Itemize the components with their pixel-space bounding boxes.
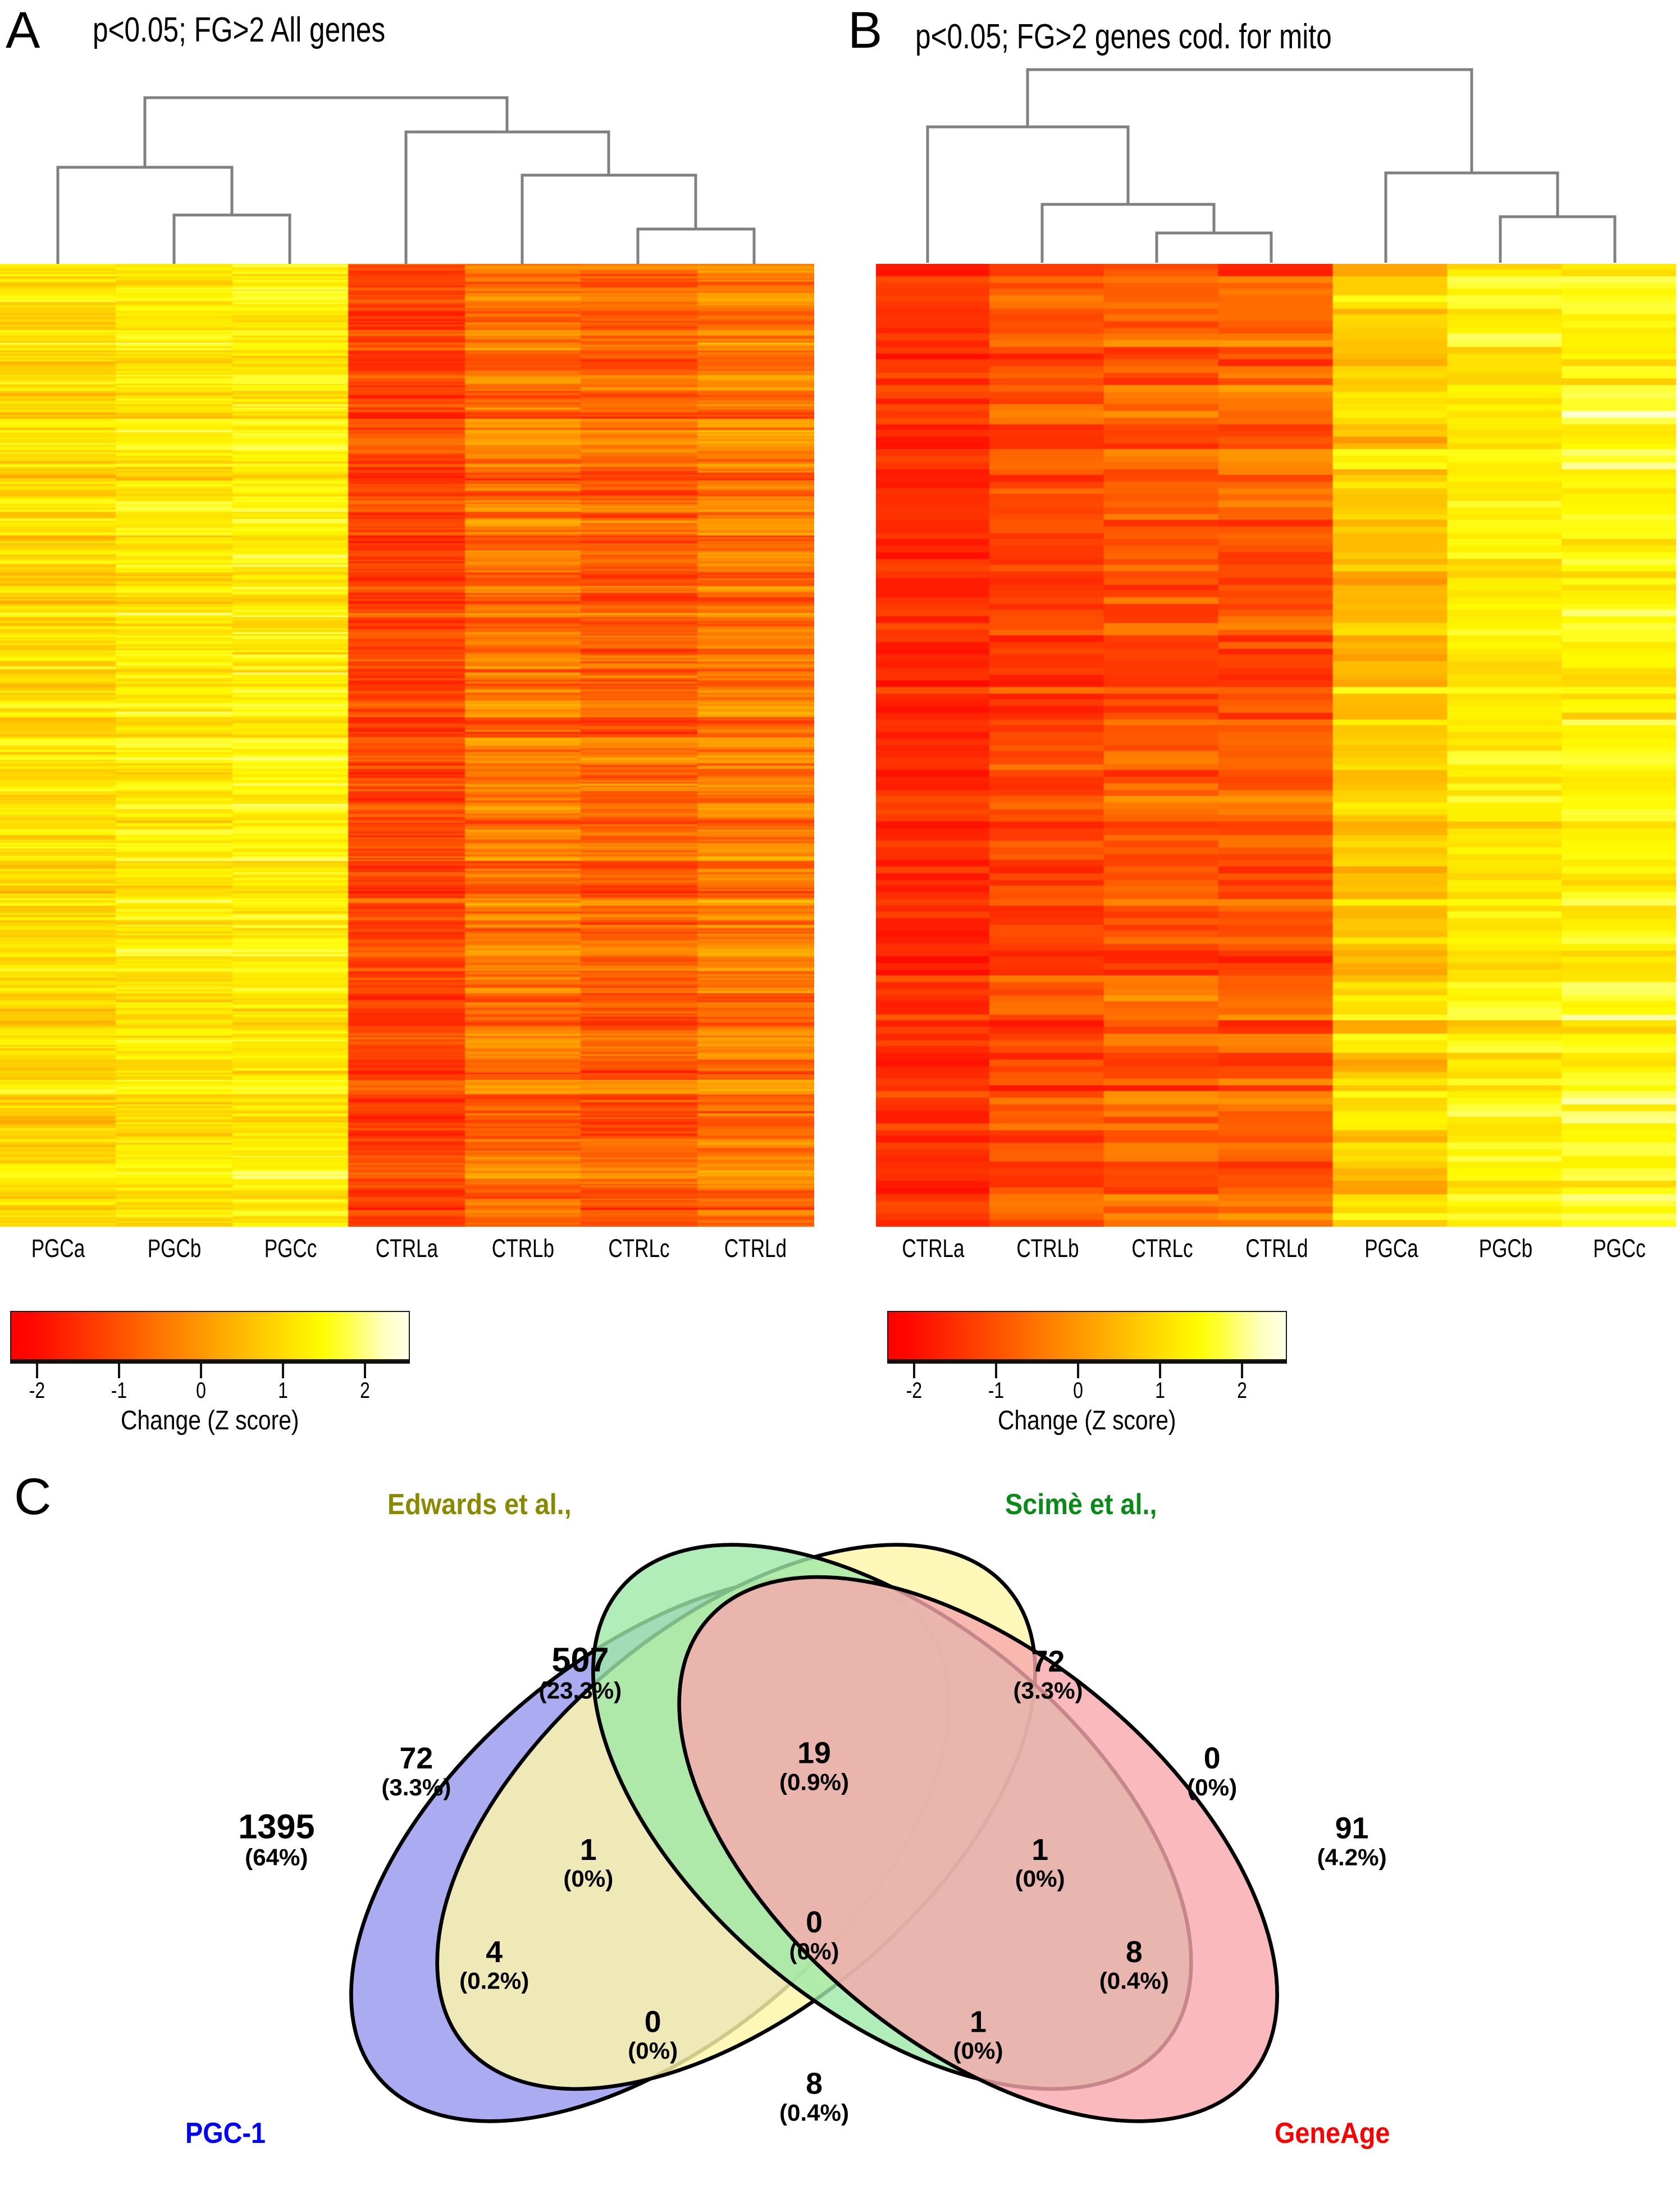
col-label: CTRLd: [724, 1234, 787, 1263]
tick-label: 1: [1155, 1378, 1165, 1403]
panel-b-letter: B: [848, 2, 883, 59]
panel-b-colorbar: -2 -1 0 1 2 Change (Z score): [887, 1311, 1287, 1440]
tick-label: 0: [1073, 1378, 1083, 1403]
venn-region-percent: (0%): [1187, 1774, 1237, 1800]
colorbar-gradient: [10, 1311, 410, 1360]
venn-region-count: 0: [1204, 1741, 1221, 1775]
venn-region-percent: (0%): [563, 1866, 613, 1892]
col-label: CTRLd: [1245, 1234, 1308, 1263]
panel-a-heatmap: [0, 264, 814, 1227]
venn-region-count: 507: [551, 1641, 609, 1679]
venn-region-percent: (0.4%): [1099, 1968, 1169, 1994]
colorbar-tick-labels: -2 -1 0 1 2: [887, 1378, 1287, 1406]
venn-region-percent: (4.2%): [1317, 1844, 1387, 1870]
panel-a-column-labels: PGCa PGCb PGCc CTRLa CTRLb CTRLc CTRLd: [0, 1234, 814, 1263]
col-label: CTRLa: [902, 1234, 965, 1263]
col-label: CTRLc: [1131, 1234, 1193, 1263]
venn-region-percent: (0.9%): [779, 1768, 849, 1795]
venn-region-percent: (0.2%): [459, 1968, 529, 1994]
colorbar-caption-text: Change (Z score): [998, 1406, 1176, 1436]
venn-region-count: 1395: [238, 1808, 314, 1846]
panel-c-letter: C: [14, 1468, 52, 1525]
panel-a-colorbar: -2 -1 0 1 2 Change (Z score): [10, 1311, 410, 1440]
venn-diagram: 1395 (64%) 507 (23.3%) 72 (3.3%) 91 (4.2%) 72 (3.…: [56, 1516, 1572, 2150]
venn-region-percent: (3.3%): [381, 1774, 451, 1800]
panel-b-dendrogram: [876, 66, 1676, 263]
venn-region-count: 72: [400, 1741, 433, 1775]
venn-region-count: 4: [486, 1935, 503, 1969]
venn-region-label: 72(3.3%): [381, 1741, 451, 1800]
col-label: PGCa: [31, 1234, 85, 1263]
tick-label: -1: [988, 1378, 1005, 1403]
col-label: PGCc: [1593, 1234, 1646, 1263]
venn-region-count: 19: [797, 1736, 831, 1770]
tick-label: 2: [1237, 1378, 1247, 1403]
col-label: PGCb: [1478, 1234, 1533, 1263]
venn-region-percent: (23.3%): [539, 1677, 622, 1704]
panel-a-title: p<0.05; FG>2 All genes: [93, 11, 386, 49]
venn-region-label: 0(0%): [1187, 1741, 1237, 1800]
venn-region-label: 4(0.2%): [459, 1935, 529, 1994]
venn-region-label: 0(0%): [789, 1905, 839, 1964]
venn-set-label-scime: Scimè et al.,: [1005, 1488, 1157, 1521]
col-label: PGCa: [1364, 1234, 1418, 1263]
venn-region-percent: (0%): [628, 2037, 678, 2064]
venn-region-count: 1: [580, 1833, 597, 1867]
colorbar-ticks: [10, 1364, 410, 1378]
col-label: CTRLc: [608, 1234, 670, 1263]
col-label: PGCc: [264, 1234, 317, 1263]
venn-region-label: 8(0.4%): [1099, 1935, 1169, 1994]
panel-b-column-labels: CTRLa CTRLb CTRLc CTRLd PGCa PGCb PGCc: [876, 1234, 1676, 1263]
venn-region-label: 1(0%): [563, 1833, 613, 1892]
venn-region-count: 0: [645, 2005, 661, 2038]
colorbar-caption: Change (Z score): [887, 1405, 1287, 1436]
venn-region-percent: (64%): [245, 1844, 308, 1870]
venn-set-label-edwards: Edwards et al.,: [387, 1488, 572, 1521]
col-label: CTRLb: [1016, 1234, 1079, 1263]
col-label: PGCb: [147, 1234, 202, 1263]
venn-region-label: 0(0%): [628, 2005, 678, 2064]
venn-region-count: 91: [1335, 1812, 1369, 1845]
tick-label: 2: [360, 1378, 370, 1403]
panel-b-title: p<0.05; FG>2 genes cod. for mito: [915, 17, 1332, 56]
venn-set-label-pgc1: PGC-1: [185, 2117, 266, 2150]
tick-label: -2: [29, 1378, 45, 1403]
panel-a-dendrogram: [0, 79, 814, 264]
colorbar-axis: [887, 1360, 1287, 1364]
tick-label: -1: [111, 1378, 127, 1403]
venn-region-count: 0: [806, 1905, 823, 1939]
tick-label: -2: [906, 1378, 923, 1403]
venn-region-count: 1: [1031, 1833, 1048, 1867]
venn-region-label: 91(4.2%): [1317, 1812, 1387, 1871]
col-label: CTRLa: [375, 1234, 439, 1263]
tick-label: 1: [278, 1378, 288, 1403]
venn-region-percent: (0%): [789, 1938, 839, 1964]
venn-region-label: 8(0.4%): [779, 2067, 849, 2125]
venn-region-count: 8: [806, 2067, 823, 2100]
colorbar-caption: Change (Z score): [10, 1405, 410, 1436]
venn-region-label: 19(0.9%): [779, 1736, 849, 1795]
tick-label: 0: [196, 1378, 206, 1403]
panel-b-heatmap: [876, 264, 1676, 1227]
colorbar-gradient: [887, 1311, 1287, 1360]
venn-region-label: 72(3.3%): [1014, 1645, 1083, 1704]
venn-region-label: 1395(64%): [238, 1808, 314, 1871]
col-label: CTRLb: [491, 1234, 555, 1263]
venn-region-label: 1(0%): [1015, 1833, 1065, 1892]
venn-set-label-geneage: GeneAge: [1275, 2117, 1390, 2150]
venn-region-count: 1: [970, 2005, 987, 2038]
venn-region-count: 8: [1126, 1935, 1143, 1969]
venn-region-percent: (0%): [953, 2037, 1003, 2064]
venn-region-label: 507(23.3%): [539, 1641, 622, 1704]
colorbar-tick-labels: -2 -1 0 1 2: [10, 1378, 410, 1406]
venn-region-count: 72: [1031, 1645, 1065, 1679]
colorbar-caption-text: Change (Z score): [121, 1406, 299, 1436]
venn-region-percent: (3.3%): [1014, 1677, 1083, 1704]
colorbar-axis: [10, 1360, 410, 1364]
colorbar-ticks: [887, 1364, 1287, 1378]
panel-a-letter: A: [6, 2, 40, 59]
venn-region-percent: (0.4%): [779, 2099, 849, 2125]
venn-region-label: 1(0%): [953, 2005, 1003, 2064]
venn-region-percent: (0%): [1015, 1866, 1065, 1892]
